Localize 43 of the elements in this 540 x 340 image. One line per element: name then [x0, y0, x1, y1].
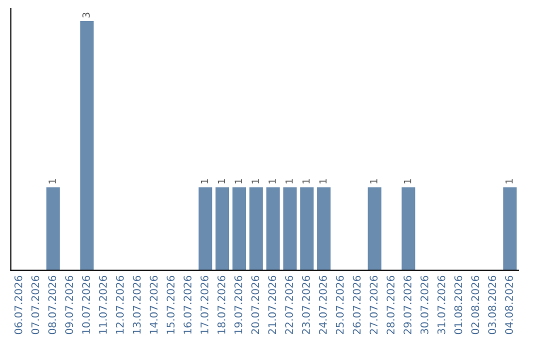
x-tick-label: 26.07.2026: [352, 276, 361, 334]
data-label: 1: [48, 179, 56, 184]
data-label: 1: [506, 179, 513, 184]
data-label: 1: [302, 179, 310, 184]
x-tick-label: 01.08.2026: [454, 276, 462, 334]
data-label: 1: [252, 179, 259, 184]
x-tick-label: 07.07.2026: [31, 276, 40, 334]
x-tick-label: 15.07.2026: [166, 276, 175, 334]
data-label: 1: [319, 179, 327, 184]
x-tick-label: 22.07.2026: [285, 276, 293, 334]
data-label: 1: [286, 179, 293, 184]
x-tick-label: 11.07.2026: [99, 276, 107, 334]
data-label: 1: [404, 179, 412, 184]
x-tick-label: 27.07.2026: [370, 276, 378, 334]
x-tick-label: 16.07.2026: [184, 276, 192, 334]
data-label: 1: [218, 179, 225, 184]
x-tick-label: 29.07.2026: [404, 276, 412, 334]
x-tick-label: 24.07.2026: [318, 276, 327, 334]
x-tick-label: 23.07.2026: [302, 276, 310, 334]
x-tick-label: 04.08.2026: [505, 276, 513, 334]
x-tick-label: 28.07.2026: [386, 276, 395, 334]
data-label: 1: [268, 179, 276, 184]
x-tick-label: 21.07.2026: [268, 276, 276, 334]
x-tick-label: 03.08.2026: [488, 276, 496, 334]
data-label: 1: [200, 179, 208, 184]
x-tick-label: 18.07.2026: [217, 276, 226, 334]
x-tick-label: 25.07.2026: [336, 276, 344, 334]
x-tick-label: 13.07.2026: [132, 276, 141, 334]
x-tick-label: 19.07.2026: [234, 276, 242, 334]
data-label: 3: [82, 12, 90, 18]
x-tick-label: 12.07.2026: [116, 276, 124, 334]
x-tick-label: 31.07.2026: [437, 276, 446, 334]
x-tick-label: 30.07.2026: [420, 276, 428, 334]
x-tick-label: 20.07.2026: [251, 276, 260, 334]
x-tick-label: 14.07.2026: [150, 276, 158, 334]
x-tick-label: 17.07.2026: [200, 276, 208, 334]
data-label: 1: [370, 179, 378, 184]
x-tick-label: 08.07.2026: [48, 276, 56, 334]
x-tick-label: 06.07.2026: [14, 276, 22, 334]
x-tick-label: 09.07.2026: [65, 276, 74, 334]
x-tick-label: 02.08.2026: [471, 276, 480, 334]
data-label: 1: [234, 179, 242, 184]
x-tick-label: 10.07.2026: [82, 276, 90, 334]
